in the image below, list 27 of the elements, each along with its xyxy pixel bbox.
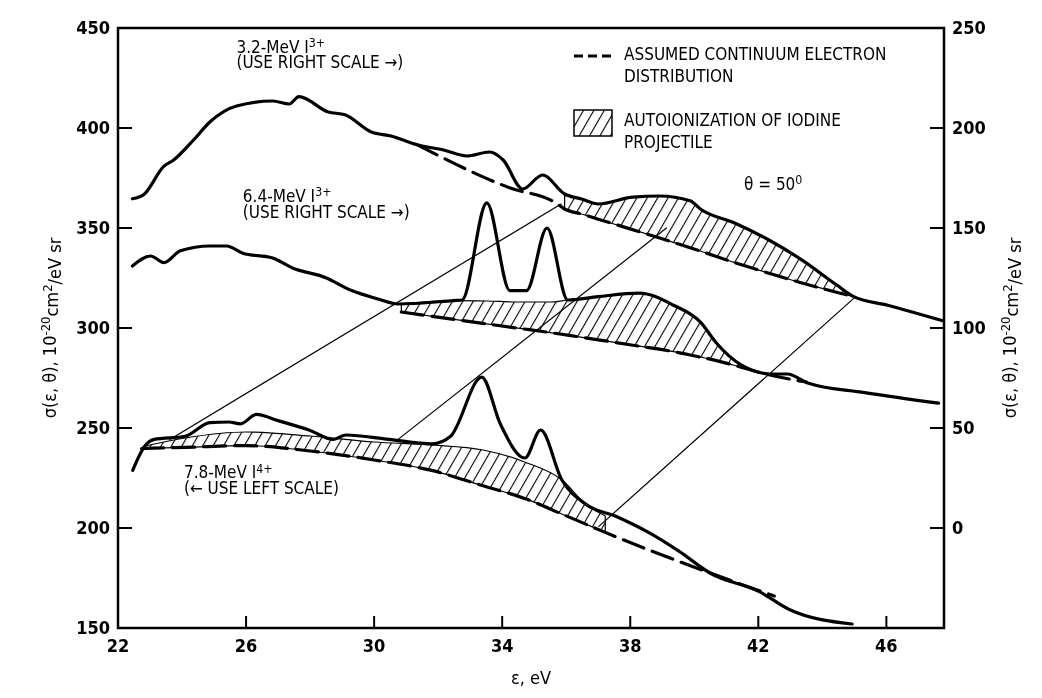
x-axis-title: ε, eV <box>510 667 552 688</box>
legend-label: ASSUMED CONTINUUM ELECTRON DISTRIBUTION <box>624 43 888 87</box>
y2-tick-label: 150 <box>952 217 986 238</box>
y2-tick-label: 200 <box>952 117 986 138</box>
x-tick-label: 38 <box>618 635 642 656</box>
series-label: 3.2-MeV I$^{3+}$ (USE RIGHT SCALE →) <box>236 36 404 73</box>
series-label: 7.8-MeV I$^{4+}$ (← USE LEFT SCALE) <box>183 461 339 498</box>
x-tick-label: 26 <box>234 635 258 656</box>
annotation: AUTOIONIZATION OF IODINE PROJECTILE <box>624 109 842 153</box>
y-tick-label: 350 <box>76 217 110 238</box>
x-tick-label: 22 <box>106 635 130 656</box>
annotation: θ = 50$^{0}$ <box>744 173 803 194</box>
x-tick-label: 46 <box>875 635 898 656</box>
x-tick-label: 34 <box>490 635 514 656</box>
y-tick-label: 400 <box>76 117 110 138</box>
series-label: 6.4-MeV I$^{3+}$ (USE RIGHT SCALE →) <box>242 185 410 222</box>
y2-tick-label: 50 <box>952 417 975 438</box>
y2-tick-label: 250 <box>952 17 986 38</box>
y2-tick-label: 100 <box>952 317 986 338</box>
x-tick-label: 42 <box>747 635 770 656</box>
y-tick-label: 200 <box>76 517 110 538</box>
y-tick-label: 250 <box>76 417 110 438</box>
x-tick-label: 30 <box>362 635 386 656</box>
y-tick-label: 450 <box>76 17 110 38</box>
y2-tick-label: 0 <box>952 517 964 538</box>
y-tick-label: 300 <box>76 317 110 338</box>
y-tick-label: 150 <box>76 617 110 638</box>
